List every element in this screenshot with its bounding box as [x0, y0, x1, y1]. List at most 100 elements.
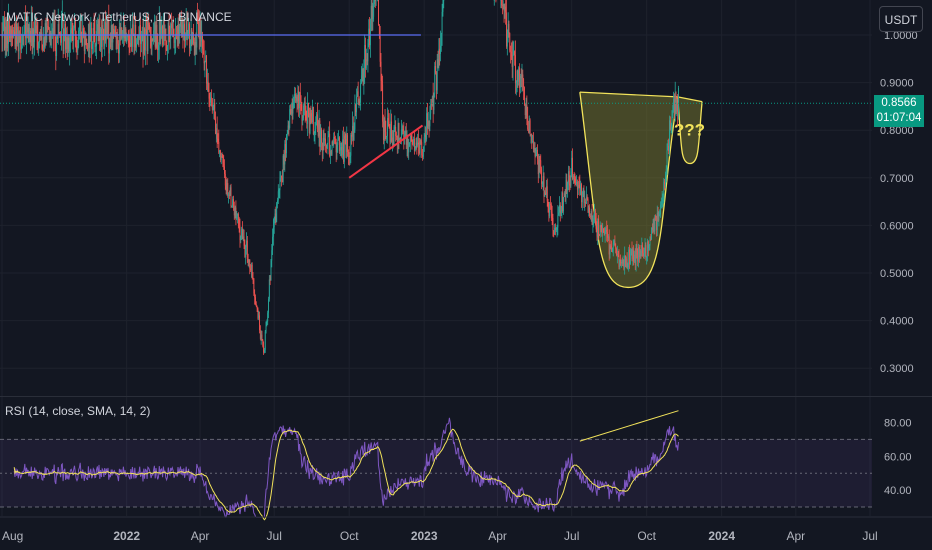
candle-body — [380, 61, 382, 81]
candle-body — [264, 331, 266, 350]
candle-body — [575, 181, 577, 185]
candle-body — [631, 249, 633, 259]
candle-body — [158, 45, 159, 51]
candle-body — [26, 22, 28, 33]
candle-body — [493, 0, 495, 1]
grid-lines — [0, 0, 932, 516]
candle-body — [50, 32, 52, 35]
candle-body — [237, 214, 238, 216]
candle-body — [356, 91, 358, 97]
candle-body — [438, 48, 440, 68]
candle-body — [292, 103, 294, 114]
candle-body — [520, 76, 522, 79]
candle-body — [625, 255, 626, 267]
candle-body — [675, 95, 677, 112]
rsi-indicator-label[interactable]: RSI (14, close, SMA, 14, 2) — [5, 404, 151, 418]
candle-body — [603, 232, 605, 236]
rsi-panel[interactable] — [0, 410, 872, 521]
candle-body — [234, 207, 236, 216]
handle-fill — [677, 96, 703, 164]
candle-body — [412, 143, 414, 145]
rsi-ma-line[interactable] — [13, 428, 679, 521]
candle-body — [316, 114, 318, 128]
candle-body — [351, 134, 353, 137]
candle-body — [646, 255, 648, 259]
candle-body — [55, 50, 57, 56]
time-axis[interactable]: Aug 2022 Apr Jul Oct 2023 Apr Jul Oct 2024 Apr Jul — [0, 516, 932, 543]
currency-button[interactable]: USDT — [879, 6, 923, 32]
candle-body — [158, 20, 160, 46]
rsi-tick-label: 60.00 — [884, 451, 912, 463]
candle-body — [420, 141, 422, 143]
candle-body — [550, 204, 552, 213]
candle-body — [559, 205, 561, 214]
candle-body — [586, 196, 588, 200]
candle-body — [379, 36, 381, 62]
candle-body — [673, 99, 675, 115]
question-annotation[interactable]: ??? — [674, 121, 705, 140]
bar-countdown: 01:07:04 — [876, 112, 922, 124]
candle-body — [404, 130, 406, 136]
candle-body — [519, 76, 521, 88]
candle-body — [8, 18, 10, 36]
candle-body — [262, 340, 264, 346]
price-axis[interactable]: 1.0000 0.9000 0.8000 0.7000 0.6000 0.5000 0.40… — [880, 30, 918, 497]
symbol-title[interactable]: MATIC Network / TetherUS, 1D, BINANCE — [6, 10, 232, 24]
candle-body — [272, 227, 274, 237]
candle-body — [87, 23, 89, 50]
candle-body — [19, 36, 21, 40]
candle-body — [670, 126, 672, 130]
candle-body — [623, 259, 625, 269]
candle-body — [71, 28, 73, 34]
candle-body — [92, 28, 94, 44]
candle-body — [578, 185, 580, 187]
candle-body — [57, 24, 59, 39]
candle-body — [564, 193, 566, 198]
candle-body — [322, 138, 324, 151]
candle-body — [145, 29, 147, 31]
handle-rim-line[interactable] — [677, 96, 703, 103]
cup-rim-line[interactable] — [579, 91, 678, 98]
candle-body — [87, 48, 89, 50]
handle-curve[interactable] — [677, 96, 703, 165]
candle-body — [150, 36, 152, 47]
cup-and-handle-drawing[interactable]: ??? — [579, 91, 705, 288]
candle-body — [591, 211, 593, 225]
candle-body — [361, 69, 363, 76]
candle-body — [652, 219, 654, 230]
rsi-divergence-line[interactable] — [579, 410, 679, 442]
candle-body — [355, 104, 357, 113]
candle-body — [519, 67, 520, 88]
candle-body — [660, 204, 662, 206]
candle-body — [244, 245, 246, 258]
candle-body — [297, 91, 299, 102]
candle-body — [636, 244, 638, 255]
candle-body — [59, 33, 61, 35]
rsi-line[interactable] — [13, 417, 679, 518]
price-tick-label: 0.7000 — [880, 173, 914, 185]
candle-body — [233, 199, 234, 208]
candle-body — [119, 26, 121, 35]
candle-body — [16, 23, 18, 44]
candle-body — [515, 81, 517, 84]
candle-body — [218, 141, 220, 153]
candle-body — [553, 230, 555, 235]
candle-body — [377, 0, 379, 1]
trendline-drawings[interactable] — [0, 34, 424, 179]
candle-body — [421, 142, 423, 156]
candle-body — [23, 32, 25, 37]
candle-body — [629, 251, 631, 265]
candle-body — [176, 35, 178, 41]
candle-body — [248, 259, 250, 262]
candle-body — [273, 219, 275, 228]
candle-body — [372, 16, 374, 20]
candle-body — [334, 137, 335, 139]
candle-body — [36, 25, 38, 37]
candle-body — [204, 61, 206, 64]
candle-body — [615, 246, 617, 249]
cup-curve[interactable] — [579, 92, 679, 288]
candle-body — [13, 30, 15, 32]
candle-body — [625, 258, 627, 267]
support-trendline[interactable] — [348, 124, 424, 179]
